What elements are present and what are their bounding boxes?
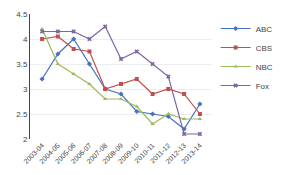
svg-text:2009-10: 2009-10: [117, 142, 140, 165]
svg-text:NBC: NBC: [256, 63, 273, 72]
svg-text:2010-11: 2010-11: [133, 142, 156, 165]
svg-text:Fox: Fox: [256, 82, 269, 91]
svg-text:2007-08: 2007-08: [85, 142, 108, 165]
svg-text:2.5: 2.5: [16, 110, 28, 119]
svg-text:2011-12: 2011-12: [149, 142, 172, 165]
svg-text:2004-05: 2004-05: [38, 142, 61, 165]
svg-text:2013-14: 2013-14: [180, 142, 203, 165]
svg-text:4.5: 4.5: [16, 10, 28, 19]
svg-text:2: 2: [23, 135, 28, 144]
svg-text:2003-04: 2003-04: [22, 142, 45, 165]
svg-text:3.5: 3.5: [16, 60, 28, 69]
svg-text:ABC: ABC: [256, 25, 273, 34]
svg-text:2012-13: 2012-13: [164, 142, 187, 165]
svg-text:CBS: CBS: [256, 44, 272, 53]
svg-text:2008-09: 2008-09: [101, 142, 124, 165]
svg-text:4: 4: [23, 35, 28, 44]
svg-text:2005-06: 2005-06: [54, 142, 77, 165]
svg-text:2006-07: 2006-07: [69, 142, 92, 165]
svg-text:3: 3: [23, 85, 28, 94]
